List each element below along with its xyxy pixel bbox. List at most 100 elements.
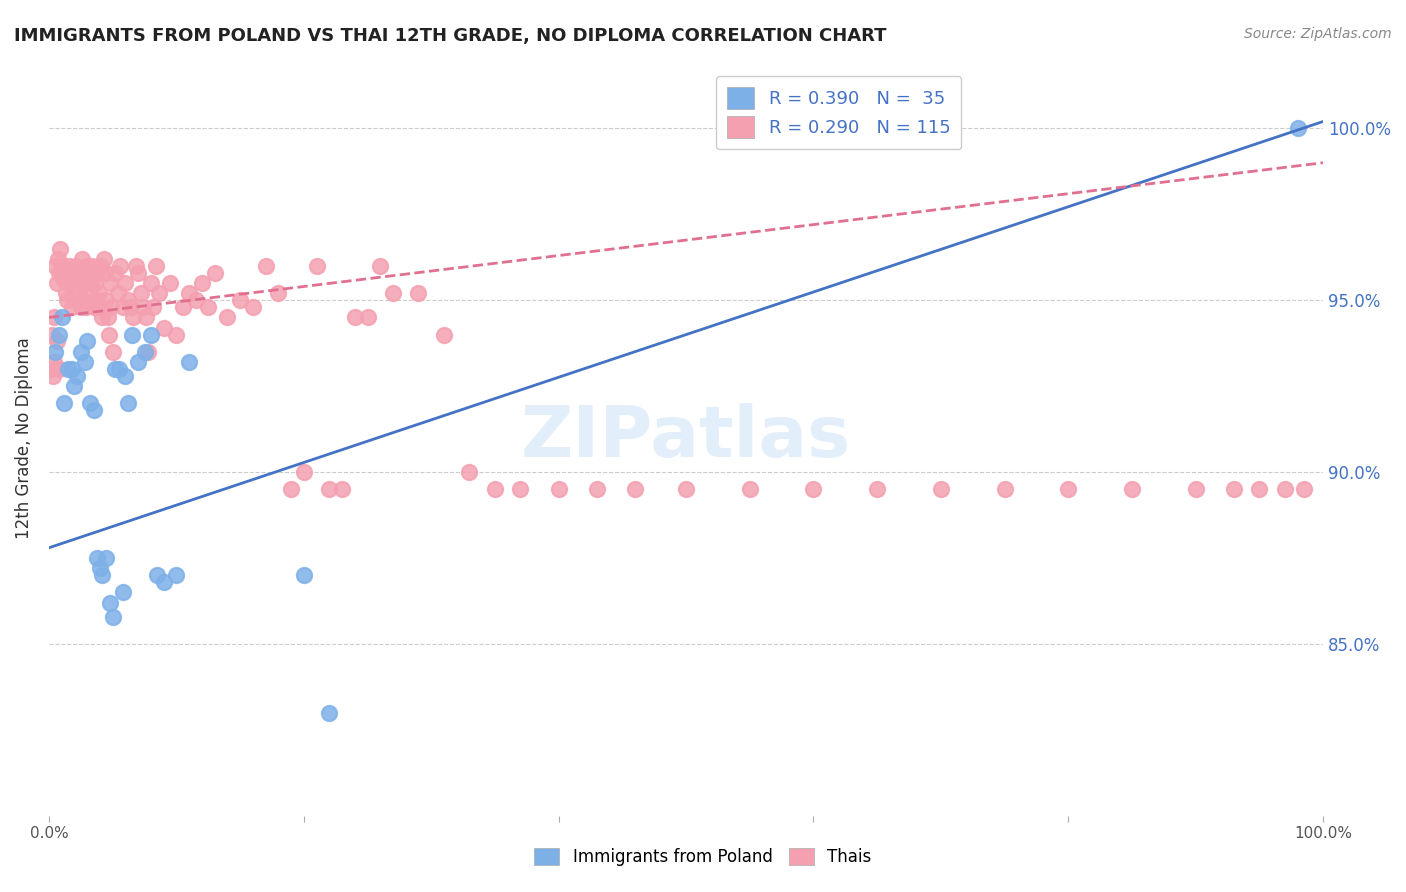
Point bbox=[55, 286, 77, 301]
Point bbox=[84, 293, 107, 308]
Point bbox=[408, 286, 430, 301]
Point bbox=[127, 355, 149, 369]
Point bbox=[79, 286, 101, 301]
Point bbox=[104, 266, 127, 280]
Point bbox=[58, 259, 80, 273]
Point bbox=[139, 276, 162, 290]
Point bbox=[124, 259, 146, 273]
Point bbox=[56, 276, 79, 290]
Point bbox=[72, 293, 94, 308]
Point bbox=[63, 266, 86, 280]
Point bbox=[484, 483, 506, 497]
Point bbox=[69, 344, 91, 359]
Point bbox=[120, 300, 142, 314]
Point bbox=[229, 293, 252, 308]
Point bbox=[305, 259, 328, 273]
Point bbox=[48, 266, 70, 280]
Text: Source: ZipAtlas.com: Source: ZipAtlas.com bbox=[1244, 27, 1392, 41]
Point bbox=[48, 327, 70, 342]
Point bbox=[89, 561, 111, 575]
Point bbox=[96, 551, 118, 566]
Point bbox=[59, 266, 82, 280]
Point bbox=[111, 585, 134, 599]
Point bbox=[1274, 483, 1296, 497]
Point bbox=[866, 483, 889, 497]
Point bbox=[146, 568, 169, 582]
Point bbox=[75, 300, 97, 314]
Point bbox=[114, 368, 136, 383]
Point bbox=[803, 483, 825, 497]
Point bbox=[624, 483, 647, 497]
Point bbox=[145, 259, 167, 273]
Point bbox=[267, 286, 290, 301]
Point bbox=[51, 259, 73, 273]
Point bbox=[179, 286, 201, 301]
Point bbox=[1184, 483, 1206, 497]
Point bbox=[60, 362, 83, 376]
Point bbox=[89, 300, 111, 314]
Point bbox=[165, 327, 187, 342]
Point bbox=[254, 259, 277, 273]
Point bbox=[45, 276, 67, 290]
Point bbox=[142, 300, 165, 314]
Point bbox=[1057, 483, 1080, 497]
Point bbox=[63, 379, 86, 393]
Point bbox=[100, 300, 122, 314]
Point bbox=[77, 266, 100, 280]
Point bbox=[1121, 483, 1143, 497]
Point bbox=[547, 483, 569, 497]
Point bbox=[368, 259, 391, 273]
Point bbox=[93, 252, 115, 266]
Point bbox=[60, 300, 83, 314]
Point bbox=[458, 465, 481, 479]
Point bbox=[172, 300, 194, 314]
Point bbox=[179, 355, 201, 369]
Point bbox=[117, 293, 139, 308]
Point bbox=[86, 551, 108, 566]
Point bbox=[135, 310, 157, 325]
Point bbox=[101, 609, 124, 624]
Point bbox=[101, 344, 124, 359]
Point bbox=[73, 276, 96, 290]
Point bbox=[433, 327, 456, 342]
Point bbox=[41, 362, 63, 376]
Point bbox=[45, 334, 67, 349]
Point bbox=[152, 320, 174, 334]
Text: IMMIGRANTS FROM POLAND VS THAI 12TH GRADE, NO DIPLOMA CORRELATION CHART: IMMIGRANTS FROM POLAND VS THAI 12TH GRAD… bbox=[14, 27, 887, 45]
Point bbox=[292, 568, 315, 582]
Point bbox=[356, 310, 378, 325]
Point bbox=[67, 286, 90, 301]
Point bbox=[114, 276, 136, 290]
Point bbox=[1286, 121, 1309, 136]
Point bbox=[197, 300, 219, 314]
Point bbox=[48, 362, 70, 376]
Point bbox=[738, 483, 761, 497]
Point bbox=[675, 483, 697, 497]
Point bbox=[80, 276, 103, 290]
Point bbox=[66, 272, 89, 286]
Point bbox=[318, 706, 340, 720]
Text: ZIPatlas: ZIPatlas bbox=[522, 403, 851, 472]
Point bbox=[132, 300, 155, 314]
Point bbox=[42, 355, 65, 369]
Point bbox=[1223, 483, 1246, 497]
Point bbox=[98, 276, 121, 290]
Point bbox=[98, 596, 121, 610]
Point bbox=[148, 286, 170, 301]
Point bbox=[165, 568, 187, 582]
Point bbox=[97, 327, 120, 342]
Point bbox=[91, 568, 114, 582]
Point bbox=[83, 403, 105, 417]
Point bbox=[217, 310, 239, 325]
Point bbox=[42, 368, 65, 383]
Point bbox=[204, 266, 226, 280]
Point bbox=[69, 266, 91, 280]
Point bbox=[83, 276, 105, 290]
Point bbox=[42, 310, 65, 325]
Point bbox=[1249, 483, 1271, 497]
Point bbox=[343, 310, 366, 325]
Point bbox=[117, 396, 139, 410]
Point bbox=[82, 259, 104, 273]
Point bbox=[1292, 483, 1315, 497]
Point bbox=[86, 266, 108, 280]
